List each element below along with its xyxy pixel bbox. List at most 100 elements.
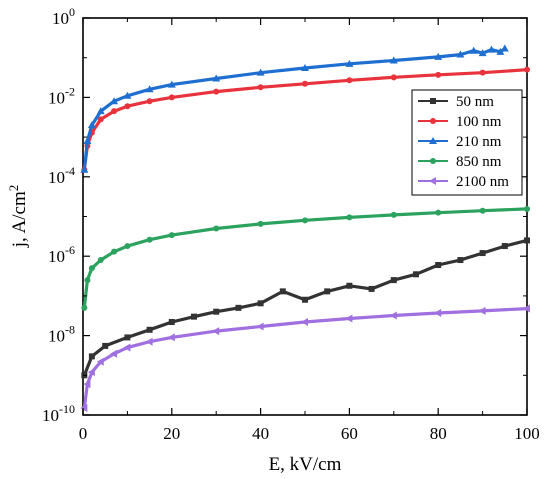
series-line-100-nm bbox=[82, 68, 528, 171]
data-point-850-nm bbox=[479, 207, 486, 214]
data-point-50-nm bbox=[124, 334, 131, 341]
series-850-nm bbox=[81, 205, 530, 311]
data-point-2100-nm bbox=[167, 333, 175, 342]
plot-frame bbox=[82, 17, 528, 416]
legend-label-850-nm: 850 nm bbox=[456, 154, 502, 170]
data-point-100-nm bbox=[257, 84, 264, 91]
series-2100-nm bbox=[80, 304, 530, 413]
legend-marker-2100-nm bbox=[429, 177, 436, 185]
data-point-210-nm bbox=[145, 85, 154, 93]
data-point-2100-nm bbox=[87, 368, 95, 377]
y-tick-label: 10-8 bbox=[48, 323, 75, 346]
data-point-100-nm bbox=[302, 80, 308, 87]
data-point-50-nm bbox=[102, 342, 109, 349]
data-point-850-nm bbox=[97, 257, 104, 264]
data-point-210-nm bbox=[87, 121, 96, 129]
data-point-210-nm bbox=[496, 47, 505, 55]
data-point-210-nm bbox=[96, 107, 105, 115]
legend-marker-850-nm bbox=[430, 158, 436, 164]
data-point-210-nm bbox=[83, 136, 92, 144]
data-point-50-nm bbox=[146, 326, 153, 333]
data-point-2100-nm bbox=[523, 304, 530, 313]
y-tick-label: 10-2 bbox=[48, 84, 75, 107]
data-point-850-nm bbox=[213, 225, 220, 232]
data-point-2100-nm bbox=[110, 349, 118, 358]
data-point-850-nm bbox=[168, 232, 175, 239]
data-point-210-nm bbox=[167, 80, 176, 88]
data-point-100-nm bbox=[213, 88, 220, 95]
data-point-2100-nm bbox=[478, 306, 486, 315]
series-210-nm bbox=[80, 44, 509, 173]
data-point-2100-nm bbox=[434, 309, 442, 318]
series-layer bbox=[80, 44, 530, 413]
data-point-210-nm bbox=[345, 59, 354, 67]
series-50-nm bbox=[81, 237, 530, 379]
data-point-210-nm bbox=[389, 56, 398, 64]
y-tick-label: 10-10 bbox=[42, 402, 75, 425]
data-point-50-nm bbox=[235, 304, 242, 311]
data-point-210-nm bbox=[469, 46, 478, 54]
legend-label-100-nm: 100 nm bbox=[456, 114, 502, 130]
data-point-850-nm bbox=[435, 209, 442, 216]
x-axis-title: E, kV/cm bbox=[269, 454, 342, 475]
data-point-100-nm bbox=[435, 71, 442, 78]
y-tick-label: 10-4 bbox=[48, 164, 75, 187]
data-point-50-nm bbox=[88, 353, 95, 360]
data-point-50-nm bbox=[279, 288, 286, 295]
data-point-50-nm bbox=[435, 262, 442, 269]
data-point-100-nm bbox=[97, 116, 104, 123]
data-point-50-nm bbox=[324, 288, 331, 295]
data-point-2100-nm bbox=[145, 337, 153, 346]
data-point-850-nm bbox=[124, 243, 131, 250]
legend-label-210-nm: 210 nm bbox=[456, 134, 502, 150]
data-point-850-nm bbox=[524, 205, 530, 212]
data-point-50-nm bbox=[501, 243, 508, 250]
data-point-210-nm bbox=[256, 68, 265, 76]
data-point-2100-nm bbox=[389, 311, 397, 320]
data-point-50-nm bbox=[524, 237, 530, 244]
data-point-850-nm bbox=[81, 304, 88, 311]
data-point-50-nm bbox=[457, 257, 464, 264]
data-point-850-nm bbox=[346, 214, 353, 221]
legend-marker-50-nm bbox=[430, 98, 436, 104]
tick-layer: 0 20 40 60 80 100 10-10 10-8 10-6 10-4 10-2 100 bbox=[42, 5, 540, 443]
data-point-50-nm bbox=[191, 313, 197, 320]
data-point-100-nm bbox=[346, 77, 353, 84]
series-line-50-nm bbox=[82, 238, 528, 376]
data-point-100-nm bbox=[390, 74, 397, 81]
data-point-50-nm bbox=[479, 250, 486, 257]
data-point-210-nm bbox=[110, 97, 119, 105]
legend-label-50-nm: 50 nm bbox=[456, 94, 494, 110]
data-point-210-nm bbox=[212, 74, 221, 82]
x-tick-label: 40 bbox=[252, 424, 269, 443]
data-point-850-nm bbox=[390, 211, 397, 218]
data-point-100-nm bbox=[479, 69, 486, 76]
y-axis-title-exp: 2 bbox=[6, 185, 21, 192]
data-point-2100-nm bbox=[301, 318, 308, 327]
data-point-210-nm bbox=[487, 45, 496, 53]
x-tick-label: 80 bbox=[430, 424, 447, 443]
data-point-50-nm bbox=[168, 319, 175, 326]
data-point-850-nm bbox=[146, 236, 153, 243]
data-point-210-nm bbox=[434, 52, 443, 60]
data-point-50-nm bbox=[413, 271, 419, 278]
data-point-210-nm bbox=[456, 50, 465, 58]
y-axis-title: j, A/cm2 bbox=[6, 185, 30, 248]
data-point-2100-nm bbox=[256, 322, 264, 331]
data-point-50-nm bbox=[302, 296, 308, 303]
series-line-850-nm bbox=[82, 207, 528, 309]
data-point-210-nm bbox=[301, 64, 309, 72]
data-point-2100-nm bbox=[80, 404, 88, 413]
data-point-850-nm bbox=[257, 220, 264, 227]
data-point-2100-nm bbox=[83, 380, 91, 389]
data-point-100-nm bbox=[168, 94, 175, 101]
data-point-210-nm bbox=[478, 49, 487, 57]
legend-marker-210-nm bbox=[429, 137, 437, 144]
y-tick-label: 100 bbox=[52, 5, 75, 28]
data-point-210-nm bbox=[123, 91, 132, 99]
legend-label-2100-nm: 2100 nm bbox=[456, 174, 509, 190]
data-point-850-nm bbox=[302, 217, 308, 224]
data-point-850-nm bbox=[88, 265, 95, 272]
legend: 50 nm 100 nm 210 nm 850 nm 2100 nm bbox=[411, 89, 523, 196]
